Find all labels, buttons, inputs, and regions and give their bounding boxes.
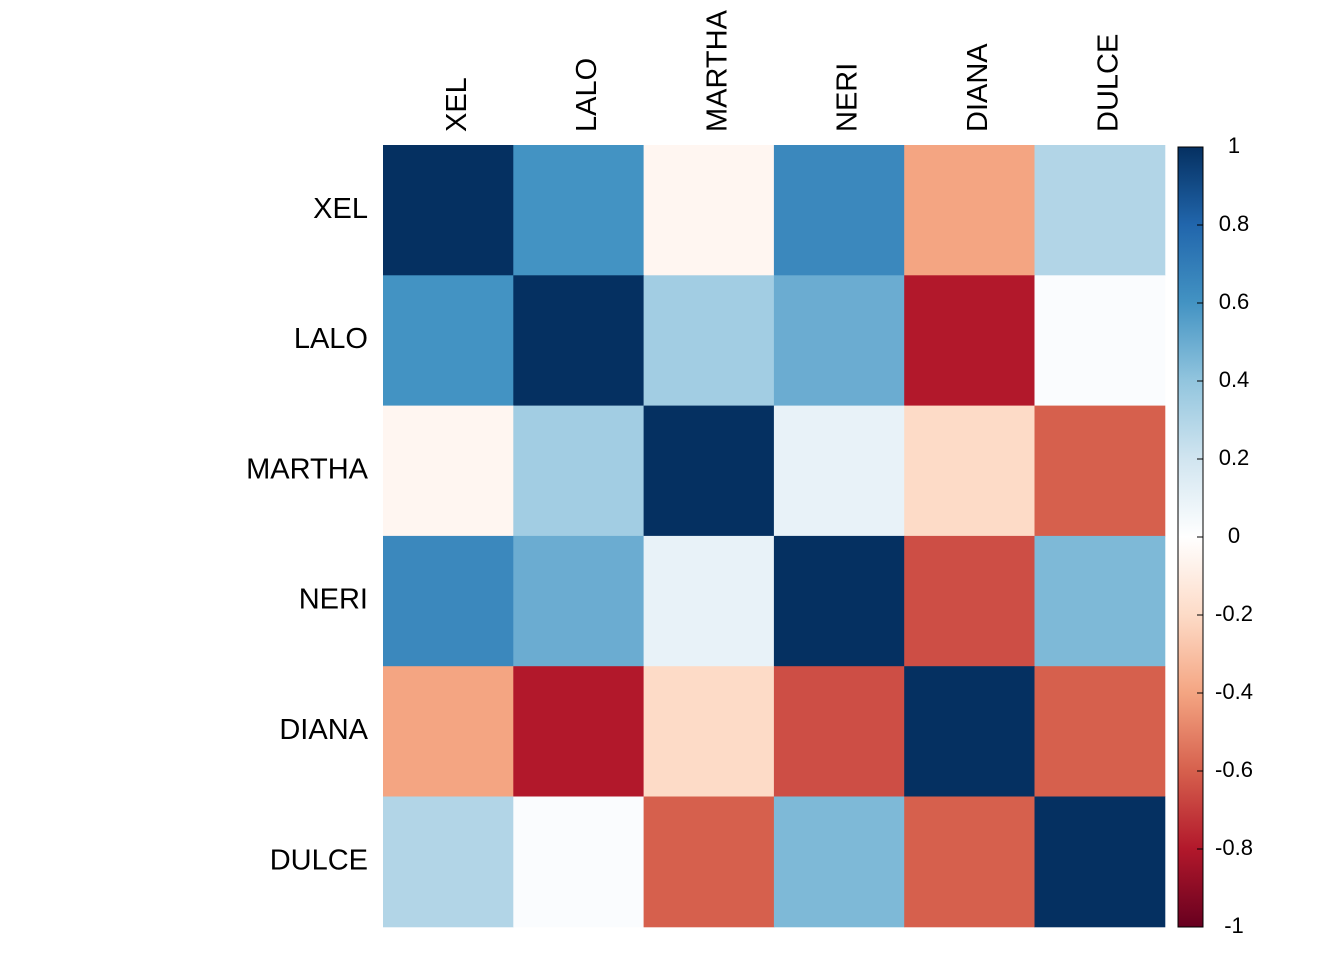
heatmap-cell <box>643 145 775 276</box>
heatmap-cell <box>1034 796 1166 928</box>
colorbar-tick-label: -1 <box>1224 913 1244 938</box>
heatmap-cell <box>513 666 645 797</box>
heatmap-cell <box>383 145 514 276</box>
heatmap-cell <box>513 275 645 407</box>
heatmap-cell <box>383 535 514 667</box>
heatmap-cell <box>773 535 905 667</box>
colorbar-tick-label: 0.2 <box>1219 445 1250 470</box>
heatmap-cell <box>513 405 645 537</box>
heatmap-cell <box>1034 666 1166 797</box>
column-label: DIANA <box>962 43 994 132</box>
heatmap-cell <box>904 535 1035 667</box>
colorbar-tick-label: 0.8 <box>1219 211 1250 236</box>
column-label: LALO <box>571 58 603 132</box>
colorbar-tick-label: -0.6 <box>1215 757 1253 782</box>
row-label: DIANA <box>279 714 368 746</box>
colorbar-tick-label: 0 <box>1228 523 1240 548</box>
heatmap-cell <box>1034 145 1166 276</box>
row-label: XEL <box>313 193 368 225</box>
row-label: DULCE <box>270 844 368 876</box>
heatmap-cell <box>643 275 775 407</box>
heatmap-cell <box>773 405 905 537</box>
column-label: NERI <box>832 63 864 132</box>
heatmap-cell <box>1034 405 1166 537</box>
heatmap-cell <box>904 275 1035 407</box>
column-label: DULCE <box>1092 34 1124 132</box>
heatmap-cell <box>773 666 905 797</box>
heatmap-cell <box>904 796 1035 928</box>
heatmap-cell <box>773 796 905 928</box>
colorbar-tick-label: -0.2 <box>1215 601 1253 626</box>
heatmap-cell <box>1034 535 1166 667</box>
heatmap-cell <box>904 405 1035 537</box>
heatmap-cell <box>383 666 514 797</box>
column-label: XEL <box>441 77 473 132</box>
colorbar-tick-label: 0.4 <box>1219 367 1250 392</box>
heatmap-cell <box>1034 275 1166 407</box>
heatmap-cell <box>643 796 775 928</box>
heatmap-cell <box>383 405 514 537</box>
heatmap-cell <box>383 796 514 928</box>
colorbar-tick-label: 0.6 <box>1219 289 1250 314</box>
heatmap-cell <box>773 275 905 407</box>
heatmap-cell <box>643 405 775 537</box>
colorbar-tick-label: -0.4 <box>1215 679 1253 704</box>
row-label: NERI <box>299 584 368 616</box>
heatmap-cell <box>904 145 1035 276</box>
heatmap-cell <box>643 535 775 667</box>
heatmap-cell <box>513 535 645 667</box>
heatmap-cell <box>643 666 775 797</box>
column-label: MARTHA <box>701 9 733 132</box>
row-label: MARTHA <box>246 453 369 485</box>
heatmap-cell <box>513 796 645 928</box>
heatmap-cell <box>773 145 905 276</box>
colorbar-tick-label: -0.8 <box>1215 835 1253 860</box>
heatmap-cell <box>513 145 645 276</box>
heatmap-cell <box>383 275 514 407</box>
row-label: LALO <box>294 323 368 355</box>
heatmap-cell <box>904 666 1035 797</box>
colorbar-tick-label: 1 <box>1228 133 1240 158</box>
